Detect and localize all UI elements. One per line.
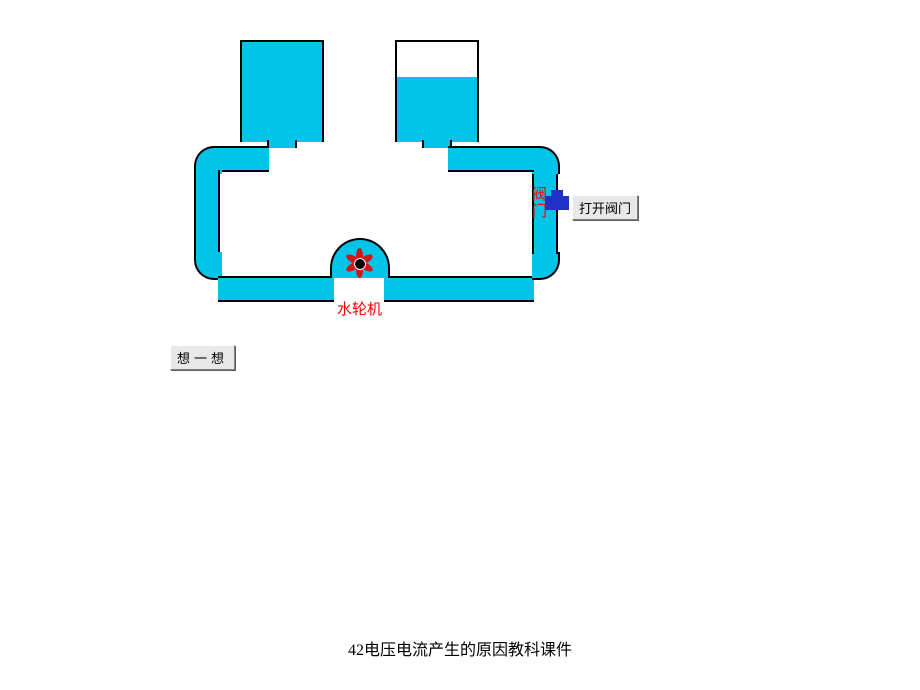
corner-tr (532, 146, 560, 174)
corner-br (532, 252, 560, 280)
valve-label: 阀门 (530, 186, 545, 220)
right-tank-water (397, 77, 477, 142)
water-circuit-diagram: 阀门 水轮机 打开阀门 (200, 40, 650, 310)
pipe-join-left (267, 140, 297, 148)
right-tank (395, 40, 479, 142)
pipe-bottom-left (218, 276, 334, 302)
water-turbine (342, 246, 376, 280)
turbine-hub (354, 258, 366, 270)
left-tank-water (242, 42, 322, 142)
pipe-top-left (218, 146, 269, 172)
pipe-top-right (448, 146, 534, 172)
left-tank (240, 40, 324, 142)
valve-icon (545, 196, 569, 210)
think-button[interactable]: 想一想 (170, 345, 235, 370)
pipe-bottom-right (384, 276, 534, 302)
footer-caption: 42电压电流产生的原因教科课件 (0, 636, 920, 660)
turbine-label: 水轮机 (337, 303, 382, 318)
pipe-left-vertical (194, 170, 220, 254)
open-valve-button[interactable]: 打开阀门 (572, 195, 638, 220)
